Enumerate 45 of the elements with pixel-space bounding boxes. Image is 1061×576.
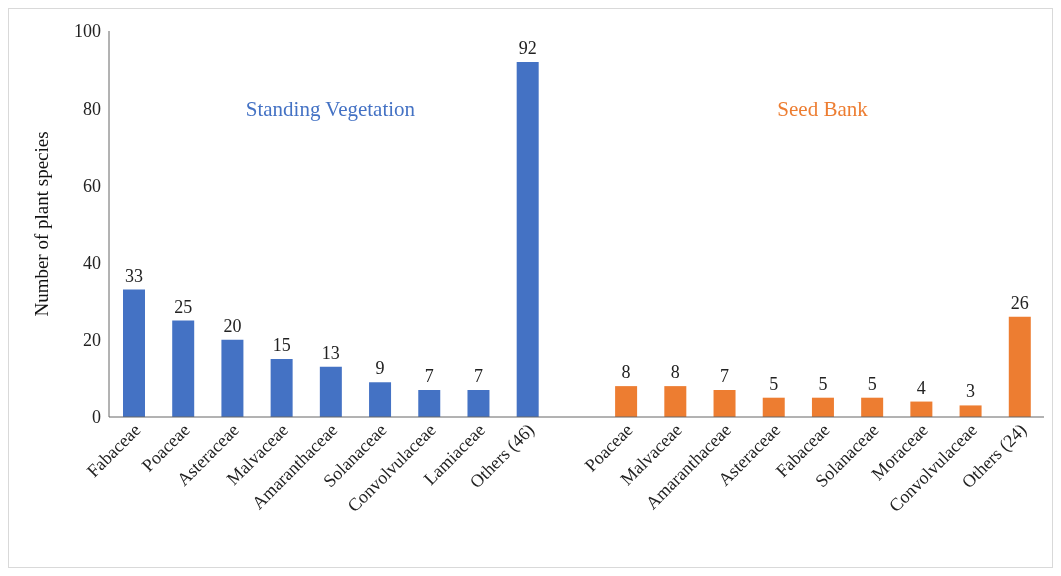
data-label: 7 [720, 365, 730, 386]
bar [1008, 316, 1031, 417]
y-tick-label: 100 [74, 21, 101, 42]
bar [615, 386, 638, 417]
y-tick-label: 80 [83, 98, 101, 119]
data-label: 7 [473, 365, 483, 386]
data-label: 33 [125, 265, 143, 286]
bar [467, 389, 490, 417]
bar [270, 359, 293, 417]
bar [762, 397, 785, 417]
bar [172, 320, 195, 417]
data-label: 9 [375, 358, 385, 379]
data-label: 3 [966, 381, 976, 402]
data-label: 26 [1010, 292, 1029, 313]
bar [319, 366, 342, 417]
data-label: 15 [272, 335, 291, 356]
y-tick-label: 60 [83, 175, 101, 196]
data-label: 5 [867, 373, 877, 394]
data-label: 5 [769, 373, 779, 394]
data-label: 92 [518, 37, 537, 58]
y-axis-title: Number of plant species [30, 131, 52, 317]
bar [369, 382, 392, 417]
text: Seed Bank [777, 96, 869, 121]
bar [910, 401, 933, 417]
data-label: 13 [321, 342, 340, 363]
data-label: 20 [223, 315, 242, 336]
bar [861, 397, 884, 417]
data-label: 8 [670, 362, 680, 383]
bar [123, 289, 145, 417]
y-tick-label: 20 [83, 330, 101, 351]
data-label: 4 [916, 377, 926, 398]
bar [418, 389, 441, 417]
bar [516, 61, 539, 417]
bar [664, 386, 687, 417]
y-tick-label: 0 [92, 407, 101, 428]
text: Standing Vegetation [245, 96, 416, 121]
bar [811, 397, 834, 417]
data-label: 8 [621, 362, 631, 383]
bar [713, 389, 736, 417]
data-label: 5 [818, 373, 828, 394]
data-label: 7 [424, 365, 434, 386]
y-tick-label: 40 [83, 252, 101, 273]
data-label: 25 [174, 296, 193, 317]
bar [959, 405, 982, 417]
bar [221, 339, 244, 417]
